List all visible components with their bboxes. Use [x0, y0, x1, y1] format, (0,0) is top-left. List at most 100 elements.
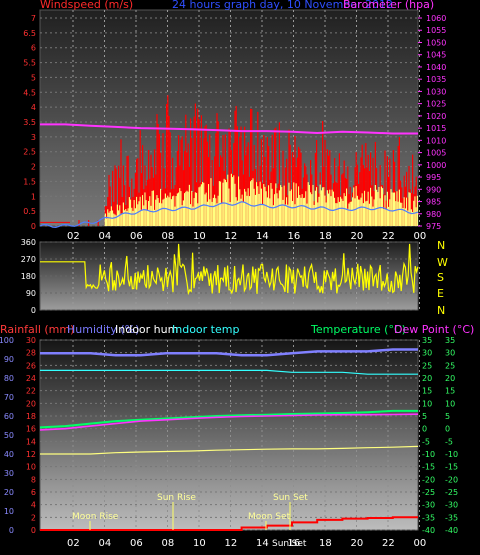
moon-rise-label: Moon Rise [72, 512, 119, 522]
temperature-tick-label: -35 [422, 513, 435, 522]
wind-mean-bar [186, 190, 188, 226]
wind-mean-bar [338, 201, 340, 226]
wind-gust-bar [162, 133, 164, 226]
wind-gust-bar [337, 166, 339, 226]
wind-x-tick-label: 06 [130, 231, 143, 242]
wind-gust-bar [124, 185, 126, 226]
temperature-tick-label: -10 [422, 450, 435, 459]
windspeed-tick-label: 2 [31, 163, 36, 172]
wind-gust-bar [191, 137, 193, 226]
wind-mean-bar [355, 186, 357, 226]
climate-x-tick-label: 12 [225, 538, 238, 549]
wind-mean-bar [188, 184, 190, 226]
wind-gust-bar [154, 149, 156, 226]
wind-gust-bar [368, 171, 370, 226]
wind-gust-bar [239, 136, 241, 226]
wind-mean-bar [250, 181, 252, 226]
wind-mean-bar [324, 195, 326, 226]
wind-mean-bar [134, 208, 136, 226]
wind-gust-bar [361, 144, 363, 226]
wind-gust-bar [389, 158, 391, 226]
wind-mean-bar [401, 202, 403, 226]
wind-gust-bar [222, 135, 224, 226]
wind-gust-bar [163, 168, 165, 226]
temperature-tick-label: 20 [422, 374, 432, 383]
temperature-tick-label: -15 [422, 463, 435, 472]
wind-mean-bar [216, 203, 218, 226]
rain-tick-label: 8 [31, 475, 36, 484]
wind-mean-bar [160, 188, 162, 226]
temperature-tick-label-right: -5 [445, 437, 453, 446]
wind-x-tick-label: 20 [351, 231, 364, 242]
wind-gust-bar [347, 166, 349, 226]
direction-tick-label: 0 [31, 306, 36, 315]
wind-direction-line [40, 243, 419, 296]
barometer-tick-label: 1030 [426, 87, 446, 96]
wind-mean-bar [397, 201, 399, 226]
wind-x-tick-label: 08 [162, 231, 175, 242]
wind-gust-bar [235, 106, 237, 226]
wind-gust-bar [299, 148, 301, 226]
wind-gust-bar [360, 157, 362, 226]
wind-mean-bar [349, 201, 351, 226]
windspeed-tick-label: 6.5 [23, 29, 36, 38]
wind-mean-bar [331, 189, 333, 226]
indoor-humidity-line [40, 369, 418, 375]
wind-gust-bar [278, 122, 280, 226]
wind-mean-bar [371, 196, 373, 226]
wind-mean-bar [391, 192, 393, 226]
wind-gust-bar [398, 137, 400, 226]
wind-mean-bar [265, 191, 267, 226]
wind-gust-bar [157, 124, 159, 226]
wind-gust-bar [229, 132, 231, 226]
wind-mean-bar [151, 190, 153, 226]
rain-tick-label: 2 [31, 513, 36, 522]
wind-gust-bar [388, 176, 390, 226]
wind-mean-bar [227, 174, 229, 226]
wind-mean-bar [196, 192, 198, 226]
wind-x-tick-label: 02 [67, 231, 80, 242]
wind-mean-bar [184, 193, 186, 226]
wind-mean-bar [409, 192, 411, 226]
wind-x-tick-label: 10 [193, 231, 206, 242]
wind-x-axis: 02 04 06 08 10 12 14 16 18 20 22 00 [67, 231, 426, 242]
wind-series [39, 95, 419, 229]
wind-gust-bar [240, 126, 242, 226]
wind-mean-bar [410, 209, 412, 226]
dew-point-line [39, 413, 419, 431]
wind-mean-bar [329, 189, 331, 226]
wind-gust-bar [250, 108, 252, 226]
wind-mean-bar [260, 188, 262, 226]
wind-mean-bar [286, 197, 288, 226]
wind-mean-bar [180, 191, 182, 226]
wind-mean-bar [284, 204, 286, 226]
wind-gust-bar [271, 134, 273, 226]
rain-tick-label: 16 [26, 425, 36, 434]
humidity-tick-label: 0 [9, 526, 14, 535]
wind-mean-bar [295, 183, 297, 226]
wind-mean-bar [116, 204, 118, 226]
wind-mean-bar [269, 198, 271, 226]
wind-mean-bar [383, 208, 385, 226]
wind-mean-bar [239, 189, 241, 226]
wind-gust-bar [272, 168, 274, 226]
wind-mean-bar [241, 194, 243, 226]
wind-gust-bar [134, 172, 136, 226]
wind-mean-bar [245, 191, 247, 226]
climate-x-tick-label: 06 [130, 538, 143, 549]
wind-gust-bar [274, 128, 276, 226]
wind-gust-bar [288, 129, 290, 226]
wind-mean-bar [104, 213, 106, 226]
wind-mean-bar [374, 184, 376, 226]
wind-mean-bar [307, 182, 309, 226]
climate-x-tick-label: 22 [382, 538, 395, 549]
rain-tick-label: 6 [31, 488, 36, 497]
wind-gust-bar [139, 130, 141, 226]
windspeed-tick-label: 7 [31, 14, 36, 23]
wind-mean-bar [415, 207, 417, 226]
wind-mean-bar [122, 202, 124, 226]
wind-mean-bar [360, 197, 362, 226]
wind-mean-bar [254, 194, 256, 226]
temperature-tick-label-right: -20 [445, 475, 458, 484]
wind-gust-bar [300, 152, 302, 226]
